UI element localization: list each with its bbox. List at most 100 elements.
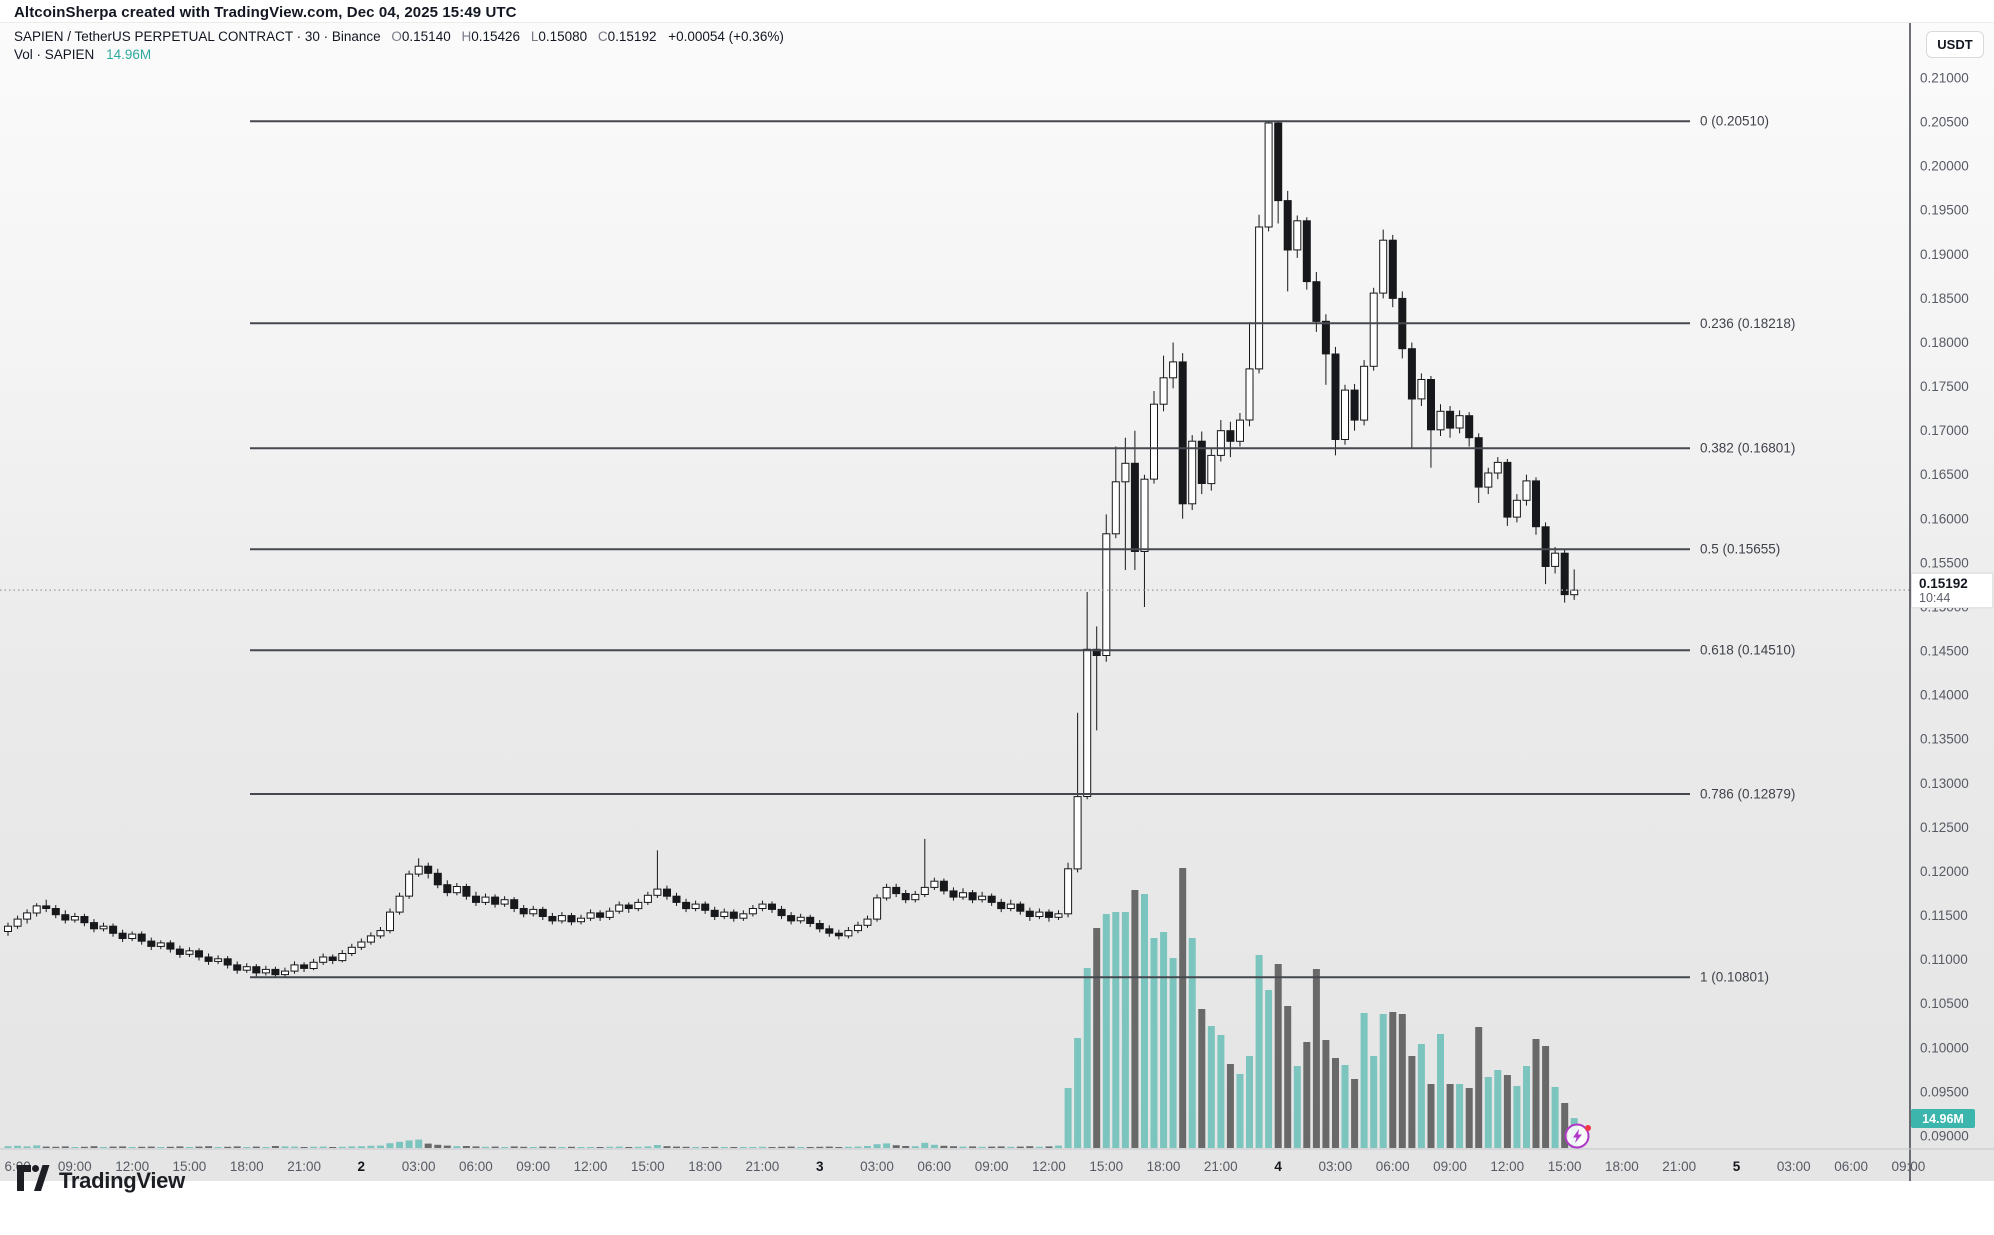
candle [548,916,557,922]
candle [1083,648,1092,797]
chart-area[interactable]: 0 (0.20510) 0.236 (0.18218) 0.382 (0.16801… [0,22,1994,1181]
volume-bar [233,1146,241,1148]
candle [1493,461,1502,474]
candle [1570,589,1579,596]
volume-bar [768,1147,776,1148]
candle [290,964,299,972]
candle [109,925,118,934]
volume-bar [4,1146,12,1148]
candle [195,950,203,958]
volume-bar [720,1147,728,1148]
fib-label[interactable]: 0.786 (0.12879) [1700,787,1795,802]
candle [13,918,22,927]
volume-study-title[interactable]: Vol · SAPIEN [14,47,95,62]
time-tick-label: 18:00 [688,1159,722,1174]
volume-bar [1437,1034,1444,1148]
candle [386,911,394,932]
volume-bar [634,1146,642,1148]
candle [1255,226,1264,370]
volume-bar [568,1146,575,1148]
volume-bar [14,1145,22,1148]
last-price-value: 0.15192 [1919,576,1968,591]
candle [1197,440,1206,485]
volume-bar [663,1146,671,1148]
candle [214,958,223,962]
volume-bar [1561,1103,1569,1148]
volume-bar [673,1146,680,1148]
candle [185,950,194,955]
volume-bar [33,1145,41,1148]
fib-label[interactable]: 0 (0.20510) [1700,114,1769,129]
volume-bar [281,1146,289,1148]
volume-bar [835,1147,843,1148]
volume-bar [329,1147,337,1148]
volume-bar [520,1146,528,1148]
price-tick-label: 0.19000 [1920,247,1969,262]
candle [1541,526,1550,567]
volume-bar [1169,958,1177,1148]
volume-bar [529,1147,537,1148]
volume-bar [548,1146,556,1148]
candle [1302,220,1311,283]
fib-label[interactable]: 0.382 (0.16801) [1700,441,1795,456]
candle [815,923,824,930]
candle [32,905,41,914]
fib-label[interactable]: 0.236 (0.18218) [1700,316,1795,331]
volume-bar [1083,968,1091,1148]
candle [1455,415,1464,429]
price-axis[interactable]: 0.21000 0.20500 0.20000 0.19500 0.19000 0.185… [1920,71,1969,1144]
chart-canvas[interactable]: 0 (0.20510) 0.236 (0.18218) 0.382 (0.16801… [0,23,1994,1181]
volume-bar [1141,894,1148,1148]
candle [433,872,442,886]
volume-bar [224,1146,232,1148]
fib-retracement-drawing[interactable]: 0 (0.20510) 0.236 (0.18218) 0.382 (0.16801… [250,114,1795,985]
time-tick-label: 18:00 [1147,1159,1181,1174]
price-tick-label: 0.18500 [1920,291,1969,306]
currency-toggle-button[interactable]: USDT [1926,31,1984,58]
candle [1064,868,1073,915]
candle [710,909,719,917]
volume-bar [1188,938,1196,1148]
fib-label[interactable]: 0.618 (0.14510) [1700,643,1795,658]
price-tick-label: 0.20500 [1920,115,1969,130]
candle [1417,379,1426,400]
volume-bar [1389,1012,1397,1148]
volume-bar [864,1146,871,1148]
volume-bar [1370,1056,1378,1148]
time-tick-label: 09:00 [1892,1159,1926,1174]
fib-label[interactable]: 1 (0.10801) [1700,970,1769,985]
volume-bar [1551,1087,1559,1148]
candle [1560,552,1569,596]
chart-legend: SAPIEN / TetherUS PERPETUAL CONTRACT · 3… [14,28,784,64]
candle [863,918,872,926]
fib-label[interactable]: 0.5 (0.15655) [1700,542,1780,557]
volume-bar [100,1147,107,1148]
candle [1512,499,1521,518]
candle [758,903,767,909]
volume-bar [396,1141,404,1148]
time-tick-label: 12:00 [574,1159,608,1174]
candle [1551,552,1560,567]
volume-bar [692,1147,700,1148]
volume-bar [902,1146,910,1148]
time-tick-label: 15:00 [1089,1159,1123,1174]
volume-bar [587,1147,595,1148]
candle [1054,913,1063,918]
time-tick-label: 09:00 [1433,1159,1467,1174]
time-tick-label: 06:00 [1376,1159,1410,1174]
candle [987,895,996,903]
candle [510,899,519,910]
tradingview-footer-logo[interactable]: TradingView [16,1164,185,1197]
candle [1379,239,1388,294]
volume-bar [291,1146,298,1148]
candle [1159,377,1168,405]
volume-bar [386,1143,394,1148]
time-tick-label: 03:00 [1319,1159,1353,1174]
symbol-title[interactable]: SAPIEN / TetherUS PERPETUAL CONTRACT · 3… [14,29,381,44]
price-tick-label: 0.11500 [1920,908,1968,923]
time-axis[interactable]: 6:0009:0012:0015:0018:0021:00203:0006:00… [4,1159,1925,1174]
volume-bar [501,1147,509,1148]
volume-bar [61,1146,69,1148]
candle [1169,361,1178,379]
volume-bar [1417,1044,1425,1148]
